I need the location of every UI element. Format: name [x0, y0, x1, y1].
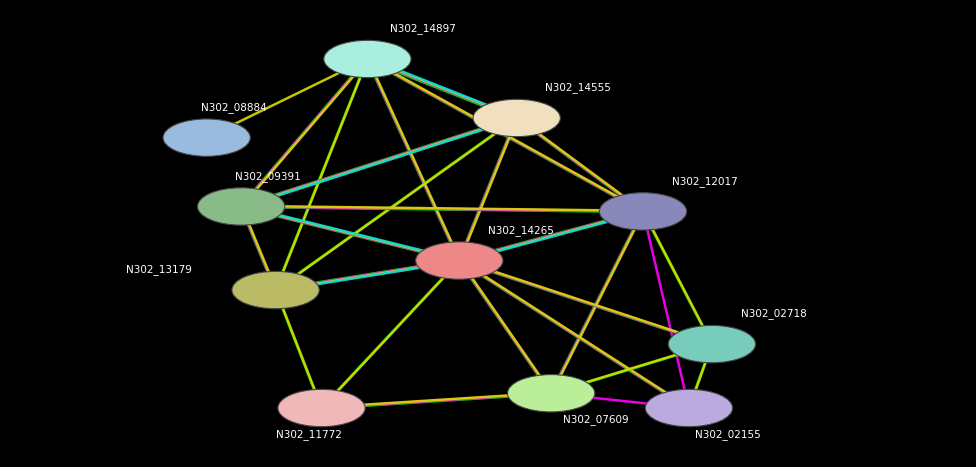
Circle shape [278, 389, 365, 427]
Text: N302_12017: N302_12017 [671, 176, 738, 187]
Text: N302_13179: N302_13179 [126, 264, 192, 275]
Circle shape [508, 375, 594, 412]
Circle shape [232, 271, 319, 309]
Circle shape [197, 188, 285, 225]
Text: N302_14897: N302_14897 [390, 23, 456, 35]
Text: N302_14555: N302_14555 [546, 83, 611, 93]
Text: N302_11772: N302_11772 [275, 429, 342, 440]
Circle shape [473, 99, 560, 137]
Text: N302_02155: N302_02155 [695, 429, 760, 440]
Text: N302_09391: N302_09391 [235, 171, 302, 182]
Circle shape [669, 325, 755, 363]
Circle shape [324, 40, 411, 78]
Text: N302_07609: N302_07609 [562, 414, 629, 425]
Text: N302_02718: N302_02718 [741, 308, 806, 318]
Circle shape [645, 389, 733, 427]
Circle shape [416, 242, 503, 279]
Circle shape [163, 119, 250, 156]
Text: N302_08884: N302_08884 [201, 102, 266, 113]
Circle shape [599, 193, 687, 230]
Text: N302_14265: N302_14265 [488, 225, 553, 236]
